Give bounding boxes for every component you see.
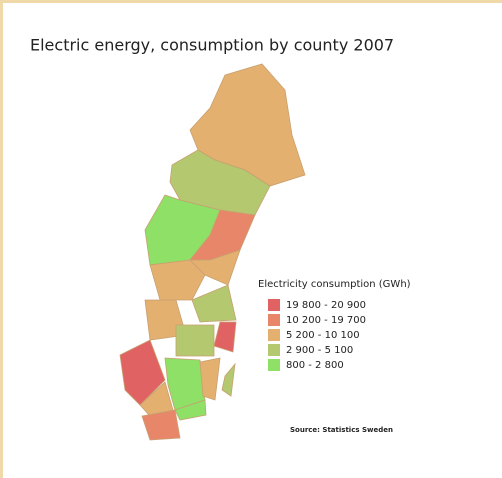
legend-label: 800 - 2 800 xyxy=(286,360,344,371)
county xyxy=(221,362,236,397)
county xyxy=(191,284,237,323)
county xyxy=(199,357,221,401)
county xyxy=(175,324,215,357)
county xyxy=(213,321,237,353)
county xyxy=(174,399,207,421)
county xyxy=(169,149,271,216)
legend-title: Electricity consumption (GWh) xyxy=(258,279,411,290)
county xyxy=(141,409,181,441)
county xyxy=(149,259,206,301)
legend-swatch xyxy=(268,359,280,371)
legend-label: 10 200 - 19 700 xyxy=(286,315,366,326)
county xyxy=(119,339,166,406)
legend-swatch xyxy=(268,299,280,311)
legend-swatch xyxy=(268,314,280,326)
sweden-map xyxy=(119,63,306,441)
map-title: Electric energy, consumption by county 2… xyxy=(30,36,394,55)
legend-label: 5 200 - 10 100 xyxy=(286,330,360,341)
legend-swatch xyxy=(268,329,280,341)
legend: 19 800 - 20 900 10 200 - 19 700 5 200 - 10… xyxy=(268,299,366,371)
county xyxy=(189,249,241,286)
legend-swatch xyxy=(268,344,280,356)
source-note: Source: Statistics Sweden xyxy=(290,426,393,434)
legend-label: 19 800 - 20 900 xyxy=(286,300,366,311)
legend-label: 2 900 - 5 100 xyxy=(286,345,353,356)
